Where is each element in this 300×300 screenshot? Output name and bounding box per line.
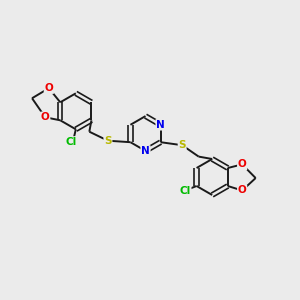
Text: N: N bbox=[156, 120, 165, 130]
Text: O: O bbox=[44, 83, 53, 93]
Text: O: O bbox=[238, 185, 247, 196]
Text: O: O bbox=[238, 159, 247, 170]
Text: Cl: Cl bbox=[180, 186, 191, 197]
Text: Cl: Cl bbox=[66, 137, 77, 147]
Text: S: S bbox=[104, 136, 112, 146]
Text: O: O bbox=[41, 112, 50, 122]
Text: S: S bbox=[178, 140, 186, 150]
Text: N: N bbox=[141, 146, 150, 156]
